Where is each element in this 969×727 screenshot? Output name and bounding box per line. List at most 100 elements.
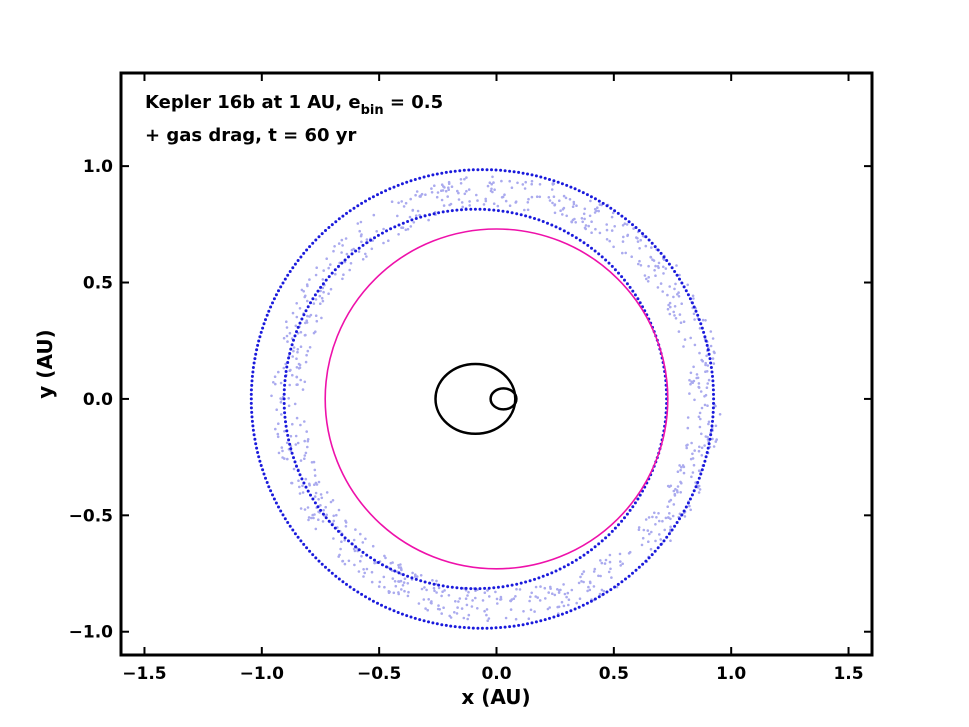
particle-point — [442, 606, 445, 609]
edge-point — [678, 277, 681, 281]
particle-point — [387, 239, 390, 242]
particle-point — [424, 607, 427, 610]
particle-point — [300, 288, 304, 292]
particle-point — [465, 176, 468, 179]
edge-point — [269, 305, 273, 309]
particle-point — [338, 261, 342, 265]
edge-point — [302, 542, 306, 546]
particle-point — [608, 553, 612, 557]
edge-point — [526, 622, 529, 626]
particle-point — [435, 579, 438, 583]
particle-point — [697, 385, 700, 389]
particle-point — [393, 580, 397, 583]
particle-point — [579, 575, 582, 579]
particle-point — [310, 461, 314, 464]
particle-point — [691, 452, 694, 456]
particle-point — [361, 541, 365, 544]
particle-point — [324, 505, 328, 509]
particle-point — [693, 449, 696, 452]
y-tick-label: −0.5 — [69, 506, 113, 526]
edge-point — [285, 429, 289, 433]
edge-point — [623, 516, 626, 520]
particle-point — [420, 587, 424, 591]
edge-point — [327, 568, 331, 572]
edge-point — [711, 419, 714, 423]
edge-point — [650, 553, 654, 557]
particle-point — [307, 518, 310, 522]
particle-point — [705, 370, 709, 373]
particle-point — [624, 251, 627, 255]
particle-point — [679, 491, 682, 494]
edge-point — [350, 252, 354, 256]
edge-point — [528, 215, 532, 219]
edge-point — [319, 285, 323, 289]
particle-point — [314, 273, 318, 277]
particle-point — [345, 252, 349, 256]
particle-point — [406, 227, 410, 231]
edge-point — [675, 273, 679, 277]
edge-point — [330, 271, 334, 275]
edge-point — [600, 539, 604, 543]
particle-point — [314, 491, 318, 495]
particle-point — [539, 585, 542, 588]
particle-point — [302, 290, 306, 293]
particle-point — [628, 550, 632, 554]
particle-point — [304, 360, 308, 364]
edge-point — [317, 235, 321, 239]
edge-point — [272, 297, 276, 301]
edge-point — [694, 309, 698, 313]
particle-point — [599, 559, 602, 562]
edge-point — [638, 301, 642, 305]
particle-point — [306, 314, 309, 318]
edge-point — [296, 469, 300, 472]
edge-point — [376, 233, 380, 237]
particle-point — [562, 583, 565, 586]
edge-point — [711, 374, 714, 378]
particle-point — [642, 528, 646, 532]
edge-point — [487, 208, 491, 212]
particle-point — [673, 305, 677, 308]
particle-point — [689, 457, 693, 461]
edge-point — [308, 245, 312, 249]
particle-point — [488, 181, 492, 184]
particle-point — [550, 188, 554, 191]
particle-point — [295, 315, 299, 319]
edge-point — [414, 577, 418, 581]
particle-point — [322, 290, 325, 294]
particle-point — [657, 512, 660, 515]
edge-point — [249, 388, 253, 392]
particle-point — [277, 370, 280, 374]
particle-point — [403, 589, 406, 593]
particle-point — [457, 600, 460, 603]
particle-point — [359, 220, 363, 224]
edge-point — [320, 232, 324, 236]
particle-point — [290, 481, 293, 485]
edge-point — [628, 508, 632, 512]
particle-point — [464, 597, 468, 600]
particle-point — [475, 193, 478, 197]
edge-point — [290, 451, 294, 455]
particle-point — [677, 330, 681, 333]
particle-point — [657, 266, 660, 270]
edge-point — [250, 379, 254, 383]
particle-point — [588, 214, 592, 218]
particle-point — [700, 432, 703, 436]
edge-point — [609, 206, 613, 210]
edge-point — [593, 249, 597, 253]
edge-point — [585, 193, 589, 197]
edge-point — [562, 229, 566, 233]
particle-point — [534, 585, 538, 589]
edge-point — [586, 550, 590, 554]
particle-point — [572, 200, 576, 204]
particle-point — [372, 213, 376, 217]
particle-point — [292, 349, 295, 353]
particle-point — [661, 519, 664, 523]
particle-point — [514, 200, 518, 203]
particle-point — [468, 200, 471, 203]
particle-point — [286, 340, 289, 343]
particle-point — [370, 580, 374, 584]
particle-point — [412, 221, 416, 224]
particle-point — [296, 350, 299, 354]
edge-point — [570, 233, 574, 237]
